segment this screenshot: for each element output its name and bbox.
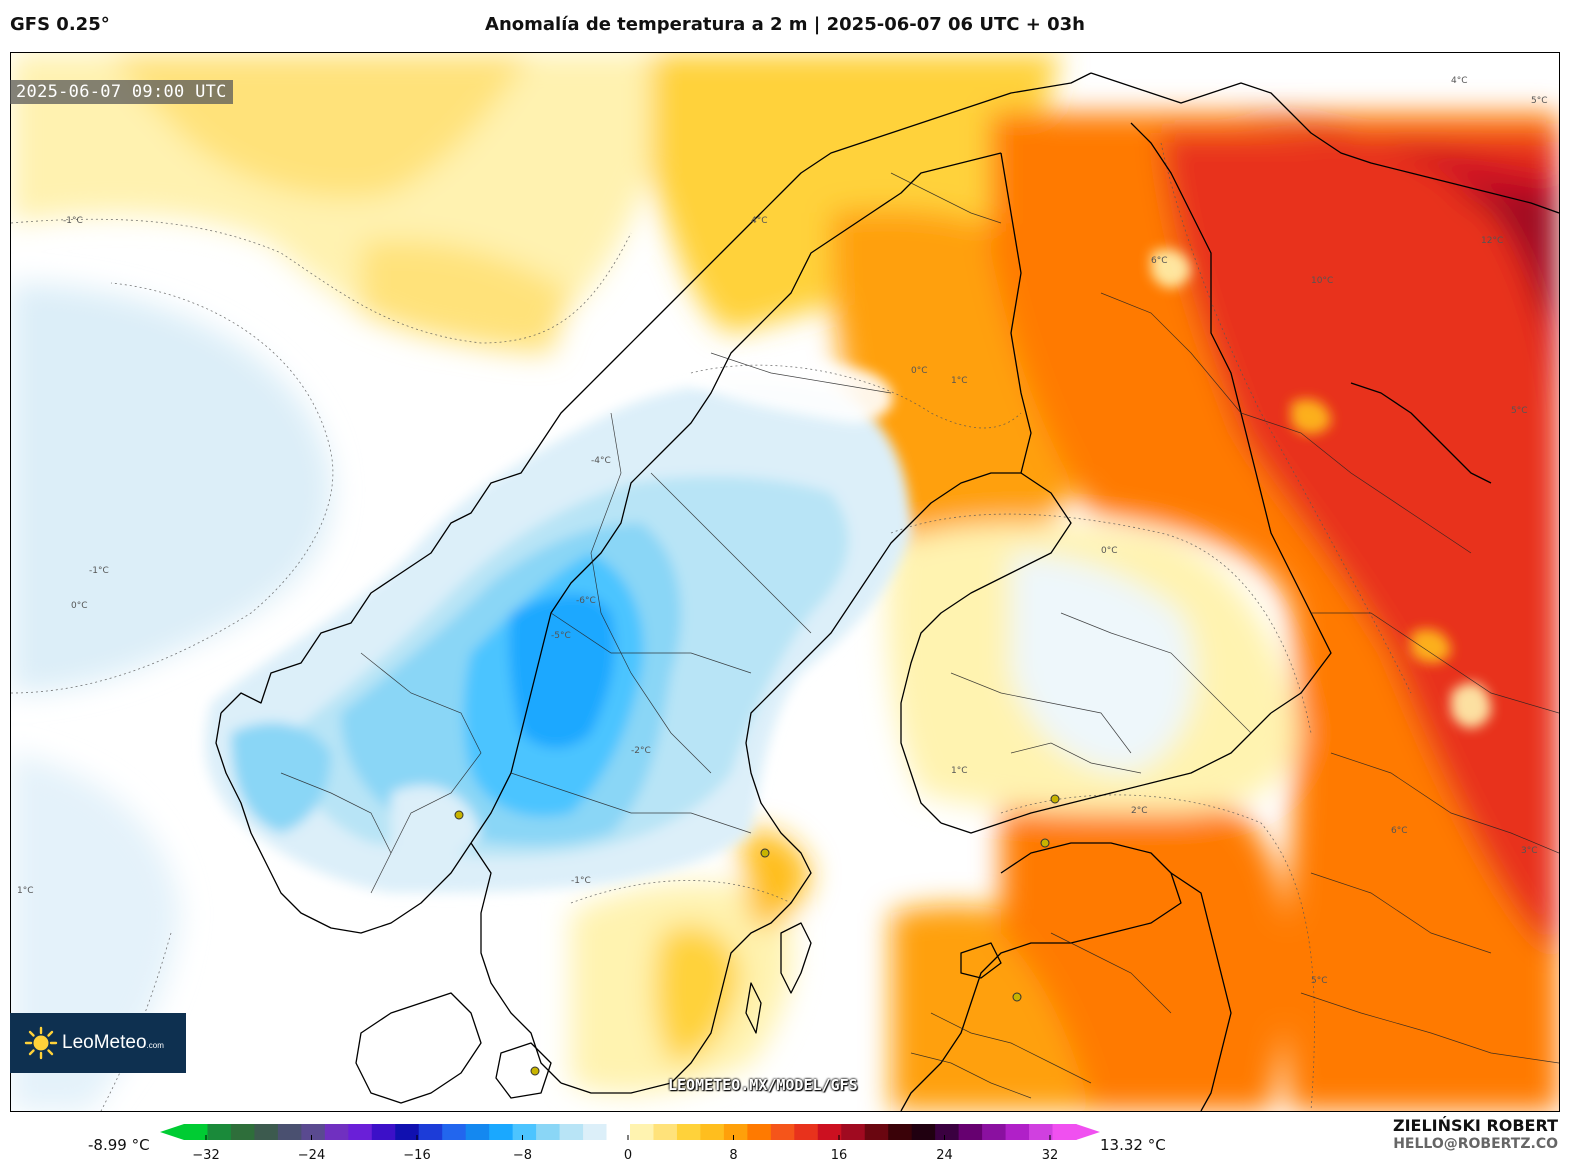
colorbar-cell (536, 1124, 561, 1140)
model-label: GFS 0.25° (10, 14, 110, 35)
colorbar-cell (794, 1124, 819, 1140)
colorbar-cell (395, 1124, 420, 1140)
colorbar-tick-label: −8 (512, 1148, 533, 1163)
contour-label: 10°C (1311, 276, 1333, 286)
contour-label: 4°C (751, 216, 768, 226)
norway-coastline (220, 72, 1092, 714)
colorbar-cell (653, 1124, 678, 1140)
author-name: ZIELIŃSKI ROBERT (1392, 1116, 1558, 1135)
colorbar-cell (817, 1124, 842, 1140)
contour-label: 12°C (1481, 236, 1503, 246)
logo-suffix: .com (146, 1041, 164, 1050)
colorbar-cell (747, 1124, 772, 1140)
colorbar-cell (371, 1124, 396, 1140)
temperature-anomaly-map: -1°C 0°C 1°C -1°C 0°C 1°C -4°C -6°C -5°C… (11, 53, 1559, 1111)
colorbar-cell (583, 1124, 608, 1140)
colorbar-cell (1052, 1124, 1077, 1140)
contour-label: 5°C (1311, 976, 1328, 986)
contour-label: 4°C (1451, 76, 1468, 86)
contour-label: 3°C (1521, 846, 1538, 856)
contour-label: 5°C (1511, 406, 1528, 416)
contour-label: -2°C (631, 746, 651, 756)
contour-label: -5°C (551, 631, 571, 641)
colorbar-cell (512, 1124, 537, 1140)
map-area[interactable]: -1°C 0°C 1°C -1°C 0°C 1°C -4°C -6°C -5°C… (10, 52, 1560, 1112)
colorbar-cell (958, 1124, 983, 1140)
colorbar (160, 1124, 1100, 1140)
norway-sweden-border (470, 152, 1002, 844)
leometeo-logo[interactable]: LeoMeteo.com (10, 1013, 186, 1073)
colorbar-cell (418, 1124, 443, 1140)
baltic-coast (900, 842, 1182, 1111)
contour-label: 1°C (951, 766, 968, 776)
colorbar-tick-label: 24 (936, 1148, 953, 1163)
colorbar-min-arrow (160, 1124, 184, 1140)
colorbar-cell (1005, 1124, 1030, 1140)
colorbar-cell (465, 1124, 490, 1140)
colorbar-cell (277, 1124, 302, 1140)
colorbar-cell (935, 1124, 960, 1140)
author-email[interactable]: HELLO@ROBERTZ.CO (1393, 1136, 1558, 1152)
contour-label: 1°C (951, 376, 968, 386)
model-url-watermark: LEOMETEO.MX/MODEL/GFS (668, 1076, 858, 1094)
ocean-light-blue-area (11, 283, 332, 693)
colorbar-min-label: -8.99 °C (88, 1136, 150, 1154)
colorbar-tick-label: 32 (1041, 1148, 1059, 1163)
colorbar-cell (630, 1124, 655, 1140)
colorbar-cell (489, 1124, 514, 1140)
contour-label: 2°C (1131, 806, 1148, 816)
contour-label: 0°C (71, 601, 88, 611)
colorbar-cell (676, 1124, 702, 1140)
colorbar-tick-label: −32 (192, 1148, 220, 1163)
contour-label: 6°C (1151, 256, 1168, 266)
colorbar-cell (911, 1124, 936, 1140)
colorbar-cell (888, 1124, 913, 1140)
colorbar-tick-label: 0 (623, 1148, 633, 1163)
colorbar-tick-label: 8 (729, 1148, 738, 1163)
colorbar-tick-label: −16 (403, 1148, 431, 1163)
contour-label: -4°C (591, 456, 611, 466)
contour-label: 0°C (1101, 546, 1118, 556)
colorbar-cell (301, 1124, 326, 1140)
colorbar-max-label: 13.32 °C (1100, 1136, 1166, 1154)
contour-label: -6°C (576, 596, 596, 606)
colorbar-cell (559, 1124, 584, 1140)
colorbar-cell (864, 1124, 889, 1140)
contour-label: -1°C (571, 876, 591, 886)
colorbar-max-arrow (1076, 1124, 1100, 1140)
sweden-east-coast (560, 472, 1021, 1094)
contour-label: 6°C (1391, 826, 1408, 836)
contour-label: 1°C (17, 886, 34, 896)
colorbar-cell (723, 1124, 748, 1140)
contour-label: -1°C (89, 566, 109, 576)
map-title: Anomalía de temperatura a 2 m | 2025-06-… (485, 14, 1085, 35)
colorbar-cell (230, 1124, 256, 1140)
colorbar-cell (254, 1124, 279, 1140)
colorbar-cell (770, 1124, 795, 1140)
colorbar-cell (184, 1124, 209, 1140)
contour-label: -1°C (63, 216, 83, 226)
logo-name: LeoMeteo (62, 1032, 147, 1053)
contour-label: 0°C (911, 366, 928, 376)
colorbar-cell (982, 1124, 1007, 1140)
valid-time-label: 2025-06-07 09:00 UTC (10, 80, 233, 104)
sun-icon (24, 1026, 58, 1060)
colorbar-cell (606, 1124, 631, 1140)
contour-label: 5°C (1531, 96, 1548, 106)
colorbar-tick-label: −24 (297, 1148, 326, 1163)
colorbar-tick-label: 16 (830, 1148, 848, 1163)
city-markers (454, 794, 1060, 1076)
colorbar-cell (700, 1124, 725, 1140)
finland-west-coast (900, 472, 1072, 824)
colorbar-cell (841, 1124, 866, 1140)
colorbar-cell (324, 1124, 349, 1140)
colorbar-cell (442, 1124, 467, 1140)
colorbar-cell (207, 1124, 232, 1140)
colorbar-cell (1029, 1124, 1054, 1140)
colorbar-cell (348, 1124, 373, 1140)
